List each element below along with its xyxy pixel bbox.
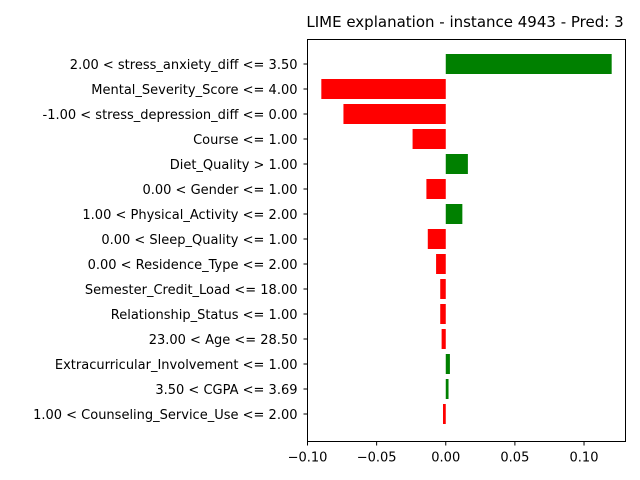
bar-9: [440, 279, 446, 299]
bar-10: [440, 304, 446, 324]
bar-5: [426, 179, 446, 199]
y-tick-label: 1.00 < Counseling_Service_Use <= 2.00: [33, 408, 297, 423]
y-tick-label: 23.00 < Age <= 28.50: [149, 333, 298, 348]
bar-2: [343, 104, 446, 124]
y-tick-label: Extracurricular_Involvement <= 1.00: [55, 358, 298, 373]
y-tick-label: Course <= 1.00: [193, 133, 297, 148]
y-tick-label: 1.00 < Physical_Activity <= 2.00: [82, 208, 297, 223]
bar-13: [445, 379, 449, 399]
y-tick-label: 0.00 < Residence_Type <= 2.00: [88, 258, 298, 273]
y-tick-label: 2.00 < stress_anxiety_diff <= 3.50: [70, 58, 298, 73]
bar-8: [436, 254, 446, 274]
y-tick-label: 3.50 < CGPA <= 3.69: [155, 383, 297, 398]
y-tick-label: 0.00 < Gender <= 1.00: [142, 183, 297, 198]
bar-7: [427, 229, 446, 249]
bar-0: [445, 54, 612, 74]
y-tick-label: Mental_Severity_Score <= 4.00: [91, 83, 297, 98]
chart-title: LIME explanation - instance 4943 - Pred:…: [306, 13, 623, 31]
x-tick-label: −0.10: [288, 451, 328, 466]
bar-4: [445, 154, 468, 174]
y-tick-label: -1.00 < stress_depression_diff <= 0.00: [43, 108, 298, 123]
plot-frame: [307, 39, 626, 442]
y-tick-label: Diet_Quality > 1.00: [170, 158, 298, 173]
bars-group: [321, 54, 612, 424]
x-tick-label: 0.10: [570, 451, 599, 466]
bar-12: [445, 354, 450, 374]
y-tick-label: Semester_Credit_Load <= 18.00: [85, 283, 298, 298]
x-tick-label: −0.05: [357, 451, 397, 466]
bar-11: [441, 329, 446, 349]
x-tick-label: 0.00: [431, 451, 460, 466]
x-tick-label: 0.05: [500, 451, 529, 466]
bar-3: [412, 129, 446, 149]
bar-14: [442, 404, 446, 424]
bar-1: [321, 79, 446, 99]
y-tick-labels: 2.00 < stress_anxiety_diff <= 3.50 Mental…: [33, 58, 308, 423]
y-tick-label: 0.00 < Sleep_Quality <= 1.00: [101, 233, 297, 248]
bar-6: [445, 204, 463, 224]
x-ticks: −0.10 −0.05 0.00 0.05 0.10: [288, 441, 599, 466]
y-tick-label: Relationship_Status <= 1.00: [111, 308, 298, 323]
